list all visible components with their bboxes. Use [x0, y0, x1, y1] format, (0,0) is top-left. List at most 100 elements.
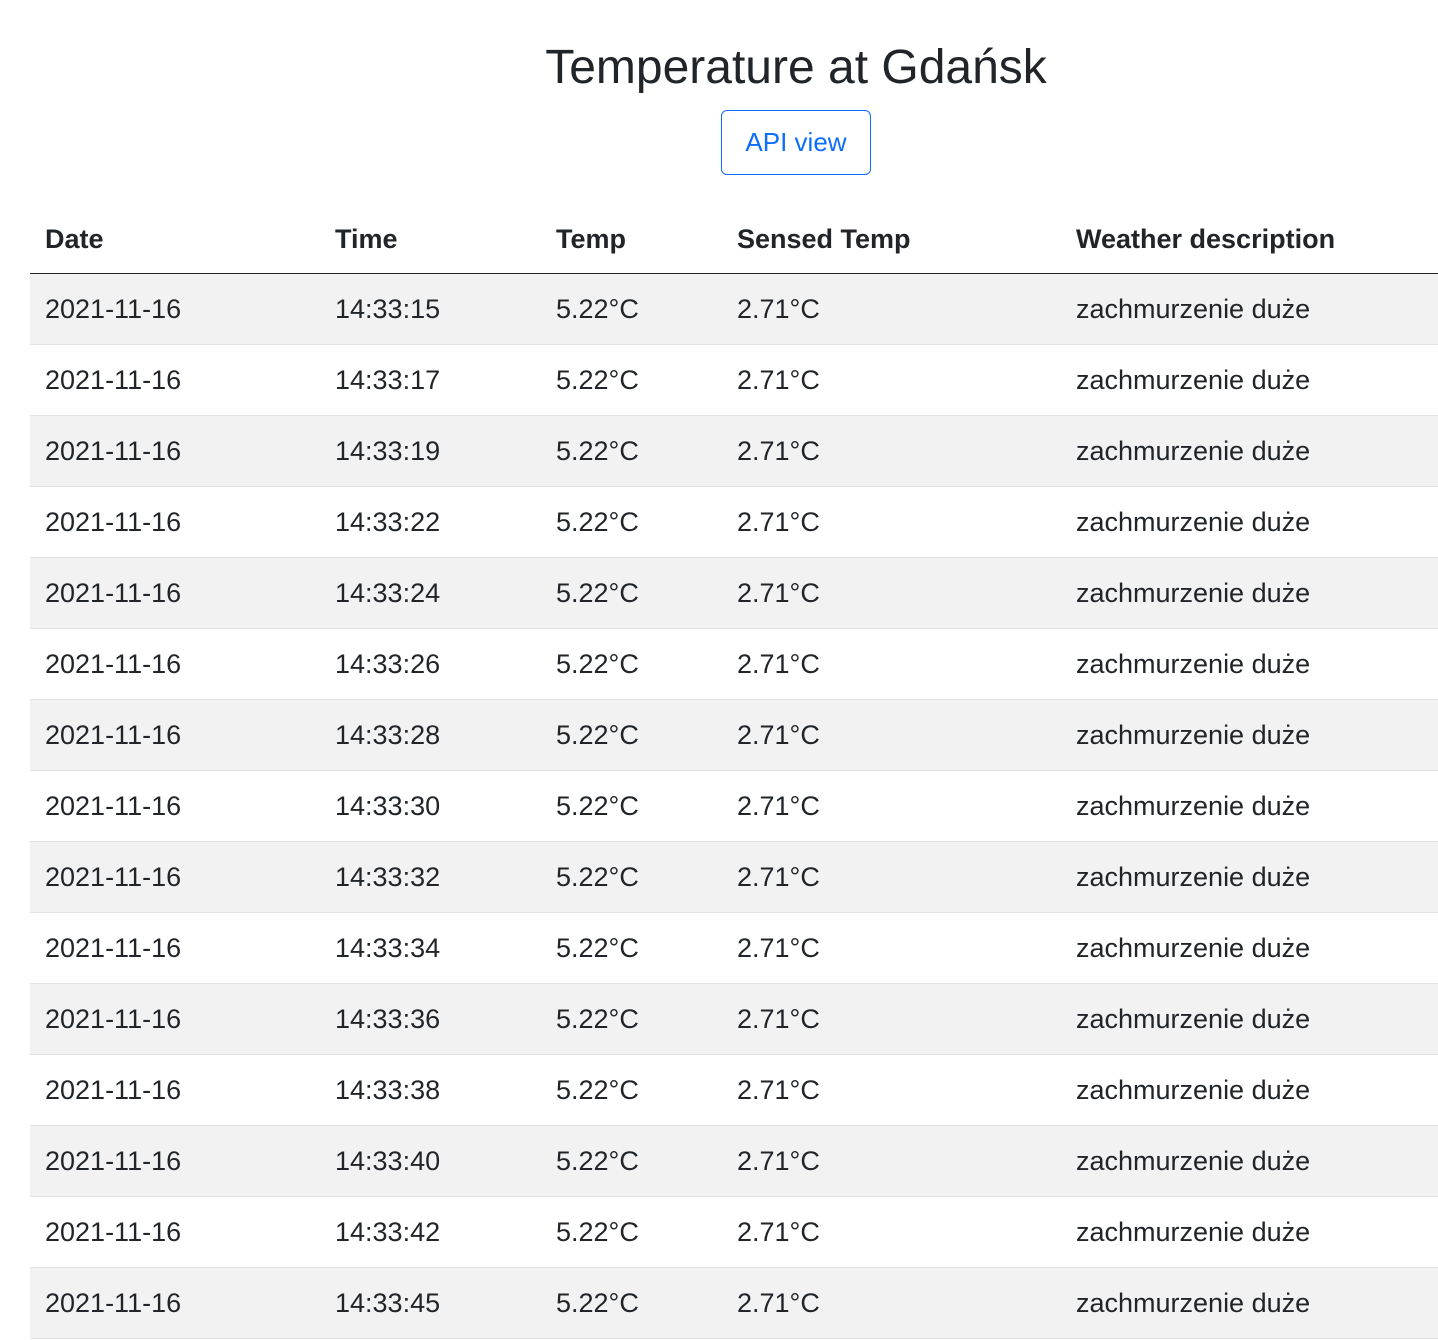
cell-time: 14:33:19	[320, 415, 541, 487]
column-header-time: Time	[320, 205, 541, 274]
cell-weather-description: zachmurzenie duże	[1061, 1267, 1438, 1339]
cell-weather-description: zachmurzenie duże	[1061, 912, 1438, 984]
cell-time: 14:33:42	[320, 1196, 541, 1268]
cell-sensed-temp: 2.71°C	[722, 770, 1061, 842]
page-title: Temperature at Gdańsk	[545, 41, 1047, 94]
cell-temp: 5.22°C	[541, 628, 722, 700]
cell-sensed-temp: 2.71°C	[722, 273, 1061, 345]
table-row: 2021-11-16 14:33:36 5.22°C 2.71°C zachmurzen…	[30, 983, 1438, 1055]
cell-date: 2021-11-16	[30, 628, 320, 700]
cell-weather-description: zachmurzenie duże	[1061, 557, 1438, 629]
cell-sensed-temp: 2.71°C	[722, 415, 1061, 487]
cell-time: 14:33:40	[320, 1125, 541, 1197]
table-row: 2021-11-16 14:33:24 5.22°C 2.71°C zachmurzen…	[30, 557, 1438, 629]
cell-date: 2021-11-16	[30, 1054, 320, 1126]
cell-weather-description: zachmurzenie duże	[1061, 628, 1438, 700]
cell-date: 2021-11-16	[30, 983, 320, 1055]
cell-time: 14:33:34	[320, 912, 541, 984]
cell-time: 14:33:26	[320, 628, 541, 700]
cell-temp: 5.22°C	[541, 1125, 722, 1197]
cell-weather-description: zachmurzenie duże	[1061, 1125, 1438, 1197]
cell-weather-description: zachmurzenie duże	[1061, 1054, 1438, 1126]
cell-sensed-temp: 2.71°C	[722, 1196, 1061, 1268]
cell-time: 14:33:24	[320, 557, 541, 629]
cell-temp: 5.22°C	[541, 1196, 722, 1268]
cell-date: 2021-11-16	[30, 486, 320, 558]
cell-temp: 5.22°C	[541, 415, 722, 487]
cell-sensed-temp: 2.71°C	[722, 983, 1061, 1055]
table-row: 2021-11-16 14:33:32 5.22°C 2.71°C zachmurzen…	[30, 841, 1438, 913]
cell-temp: 5.22°C	[541, 770, 722, 842]
cell-date: 2021-11-16	[30, 699, 320, 771]
table-row: 2021-11-16 14:33:26 5.22°C 2.71°C zachmurzen…	[30, 628, 1438, 700]
cell-sensed-temp: 2.71°C	[722, 486, 1061, 558]
cell-weather-description: zachmurzenie duże	[1061, 486, 1438, 558]
cell-time: 14:33:28	[320, 699, 541, 771]
column-header-sensed-temp: Sensed Temp	[722, 205, 1061, 274]
cell-temp: 5.22°C	[541, 344, 722, 416]
cell-temp: 5.22°C	[541, 983, 722, 1055]
cell-sensed-temp: 2.71°C	[722, 1267, 1061, 1339]
cell-weather-description: zachmurzenie duże	[1061, 273, 1438, 345]
cell-date: 2021-11-16	[30, 273, 320, 345]
table-row: 2021-11-16 14:33:15 5.22°C 2.71°C zachmurzen…	[30, 273, 1438, 345]
cell-temp: 5.22°C	[541, 841, 722, 913]
cell-weather-description: zachmurzenie duże	[1061, 841, 1438, 913]
cell-time: 14:33:32	[320, 841, 541, 913]
cell-date: 2021-11-16	[30, 1196, 320, 1268]
table-header: Date Time Temp Sensed Temp Weather descr…	[30, 205, 1438, 274]
cell-time: 14:33:30	[320, 770, 541, 842]
cell-date: 2021-11-16	[30, 1267, 320, 1339]
cell-date: 2021-11-16	[30, 415, 320, 487]
cell-weather-description: zachmurzenie duże	[1061, 770, 1438, 842]
cell-date: 2021-11-16	[30, 912, 320, 984]
table-row: 2021-11-16 14:33:28 5.22°C 2.71°C zachmurzen…	[30, 699, 1438, 771]
table-row: 2021-11-16 14:33:42 5.22°C 2.71°C zachmurzen…	[30, 1196, 1438, 1268]
table-row: 2021-11-16 14:33:38 5.22°C 2.71°C zachmurzen…	[30, 1054, 1438, 1126]
table-row: 2021-11-16 14:33:40 5.22°C 2.71°C zachmurzen…	[30, 1125, 1438, 1197]
cell-date: 2021-11-16	[30, 1125, 320, 1197]
column-header-temp: Temp	[541, 205, 722, 274]
column-header-date: Date	[30, 205, 320, 274]
table-row: 2021-11-16 14:33:22 5.22°C 2.71°C zachmurzen…	[30, 486, 1438, 558]
cell-sensed-temp: 2.71°C	[722, 912, 1061, 984]
cell-sensed-temp: 2.71°C	[722, 1125, 1061, 1197]
table-row: 2021-11-16 14:33:19 5.22°C 2.71°C zachmurzen…	[30, 415, 1438, 487]
cell-time: 14:33:36	[320, 983, 541, 1055]
table-row: 2021-11-16 14:33:45 5.22°C 2.71°C zachmurzen…	[30, 1267, 1438, 1339]
table-body: 2021-11-16 14:33:15 5.22°C 2.71°C zachmurzen…	[30, 273, 1438, 1339]
cell-sensed-temp: 2.71°C	[722, 841, 1061, 913]
cell-sensed-temp: 2.71°C	[722, 699, 1061, 771]
cell-weather-description: zachmurzenie duże	[1061, 1196, 1438, 1268]
cell-weather-description: zachmurzenie duże	[1061, 344, 1438, 416]
cell-weather-description: zachmurzenie duże	[1061, 699, 1438, 771]
cell-temp: 5.22°C	[541, 273, 722, 345]
cell-time: 14:33:38	[320, 1054, 541, 1126]
cell-date: 2021-11-16	[30, 344, 320, 416]
cell-temp: 5.22°C	[541, 1054, 722, 1126]
cell-date: 2021-11-16	[30, 770, 320, 842]
cell-temp: 5.22°C	[541, 1267, 722, 1339]
cell-temp: 5.22°C	[541, 699, 722, 771]
cell-time: 14:33:17	[320, 344, 541, 416]
table-row: 2021-11-16 14:33:34 5.22°C 2.71°C zachmurzen…	[30, 912, 1438, 984]
cell-date: 2021-11-16	[30, 841, 320, 913]
cell-time: 14:33:15	[320, 273, 541, 345]
cell-sensed-temp: 2.71°C	[722, 557, 1061, 629]
cell-date: 2021-11-16	[30, 557, 320, 629]
temperature-table-container: Date Time Temp Sensed Temp Weather descr…	[30, 205, 1438, 1339]
cell-temp: 5.22°C	[541, 486, 722, 558]
cell-sensed-temp: 2.71°C	[722, 344, 1061, 416]
cell-weather-description: zachmurzenie duże	[1061, 415, 1438, 487]
table-header-row: Date Time Temp Sensed Temp Weather descr…	[30, 205, 1438, 274]
cell-sensed-temp: 2.71°C	[722, 1054, 1061, 1126]
table-row: 2021-11-16 14:33:30 5.22°C 2.71°C zachmurzen…	[30, 770, 1438, 842]
cell-temp: 5.22°C	[541, 557, 722, 629]
cell-weather-description: zachmurzenie duże	[1061, 983, 1438, 1055]
temperature-table: Date Time Temp Sensed Temp Weather descr…	[30, 205, 1438, 1339]
cell-temp: 5.22°C	[541, 912, 722, 984]
column-header-weather-description: Weather description	[1061, 205, 1438, 274]
table-row: 2021-11-16 14:33:17 5.22°C 2.71°C zachmurzen…	[30, 344, 1438, 416]
api-view-button[interactable]: API view	[721, 110, 871, 175]
